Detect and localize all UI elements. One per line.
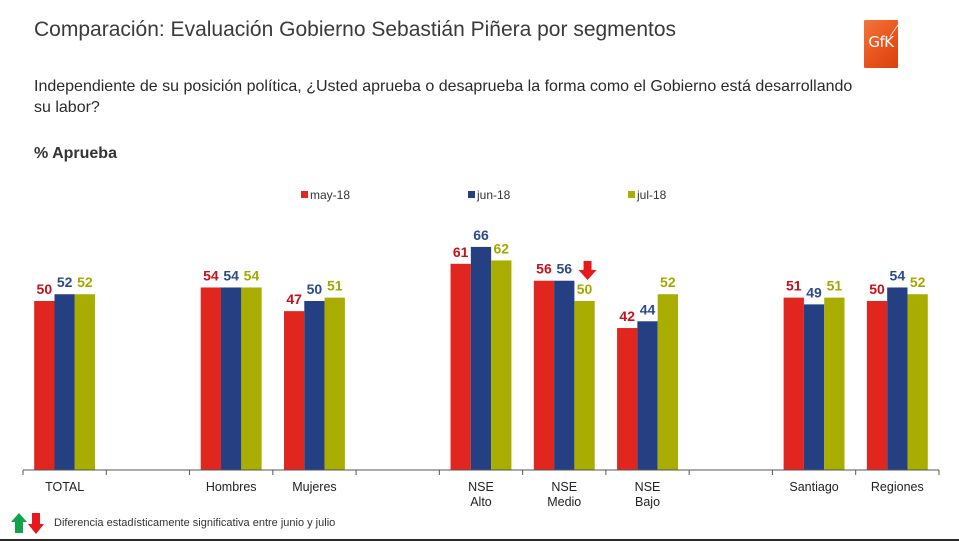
category-label: NSE	[635, 480, 661, 494]
bar-NSE-Alto-may-18	[450, 263, 471, 470]
bar-Hombres-may-18	[200, 287, 222, 470]
data-label: 42	[619, 308, 635, 324]
bar-Santiago-jul-18	[824, 297, 845, 470]
bar-NSE-Alto-jul-18	[491, 260, 512, 470]
bar-Regiones-may-18	[866, 301, 888, 470]
category-label: Hombres	[206, 480, 257, 494]
arrow-down-red-icon	[28, 513, 44, 534]
category-label: NSE	[551, 480, 577, 494]
bar-NSE-Medio-jul-18	[574, 301, 595, 470]
legend-label-may-18: may-18	[310, 188, 350, 202]
category-label: Alto	[470, 495, 492, 509]
data-label: 54	[223, 267, 239, 283]
data-label: 52	[910, 274, 926, 290]
bar-TOTAL-jul-18	[74, 294, 96, 470]
data-label: 56	[536, 261, 552, 277]
bar-Santiago-may-18	[783, 297, 804, 470]
category-label: TOTAL	[45, 480, 84, 494]
data-label: 54	[244, 267, 260, 283]
legend-swatch-jul-18	[628, 191, 635, 198]
footnote: Diferencia estadísticamente significativ…	[10, 512, 335, 534]
significance-arrows-icon	[11, 513, 44, 534]
footnote-text: Diferencia estadísticamente significativ…	[54, 517, 336, 529]
data-label: 47	[286, 291, 302, 307]
data-label: 61	[453, 244, 469, 260]
data-label: 51	[327, 278, 343, 294]
gfk-logo: GfK	[864, 20, 898, 68]
bar-Mujeres-may-18	[283, 311, 305, 470]
data-label: 52	[77, 274, 93, 290]
bar-NSE-Bajo-may-18	[617, 328, 638, 470]
category-label: Regiones	[871, 480, 924, 494]
legend-swatch-may-18	[301, 191, 308, 198]
bar-NSE-Bajo-jun-18	[637, 321, 658, 470]
data-label: 50	[307, 281, 323, 297]
legend-label-jun-18: jun-18	[476, 188, 511, 202]
legend-label-jul-18: jul-18	[636, 188, 667, 202]
data-label: 52	[57, 274, 73, 290]
data-label: 49	[806, 284, 822, 300]
data-label: 54	[203, 267, 219, 283]
chart-bars	[34, 246, 928, 470]
bar-TOTAL-may-18	[34, 301, 55, 470]
bar-NSE-Bajo-jul-18	[657, 294, 678, 470]
chart-annotations	[578, 261, 597, 280]
category-label: Medio	[547, 495, 581, 509]
logo-text: GfK	[868, 33, 894, 51]
arrow-up-green-icon	[11, 513, 27, 533]
bar-Regiones-jun-18	[887, 287, 908, 470]
page-title: Comparación: Evaluación Gobierno Sebasti…	[34, 18, 677, 41]
bottom-divider	[0, 539, 959, 541]
data-label: 44	[640, 301, 656, 317]
bar-NSE-Alto-jun-18	[470, 246, 492, 470]
data-label: 51	[827, 278, 843, 294]
category-label: NSE	[468, 480, 494, 494]
category-label: Bajo	[635, 495, 660, 509]
bar-NSE-Medio-may-18	[533, 280, 555, 470]
chart-legend: may-18 jun-18 jul-18	[301, 188, 667, 202]
bar-Regiones-jul-18	[907, 294, 928, 470]
bar-Santiago-jun-18	[803, 304, 825, 470]
bar-Hombres-jun-18	[221, 287, 242, 470]
bar-NSE-Medio-jun-18	[554, 280, 575, 470]
arrow-down-red-icon	[578, 261, 597, 280]
data-label: 51	[786, 278, 802, 294]
data-label: 66	[473, 227, 489, 243]
data-label: 50	[577, 281, 593, 297]
bar-Hombres-jul-18	[241, 287, 262, 470]
data-label: 56	[556, 261, 572, 277]
category-label: Santiago	[789, 480, 838, 494]
legend-swatch-jun-18	[468, 191, 475, 198]
data-label: 54	[890, 267, 906, 283]
data-label: 52	[660, 274, 676, 290]
category-label: Mujeres	[292, 480, 336, 494]
bar-Mujeres-jun-18	[304, 301, 325, 470]
data-label: 50	[37, 281, 53, 297]
bar-Mujeres-jul-18	[324, 297, 345, 470]
metric-label: % Aprueba	[34, 145, 117, 162]
data-label: 50	[869, 281, 885, 297]
survey-question: Independiente de su posición política, ¿…	[34, 78, 853, 116]
x-axis: TOTAL Hombres Mujeres NSEAltoNSEMedioNSEBaj…	[22, 469, 940, 509]
bar-TOTAL-jun-18	[54, 294, 75, 470]
data-label: 62	[493, 240, 509, 256]
